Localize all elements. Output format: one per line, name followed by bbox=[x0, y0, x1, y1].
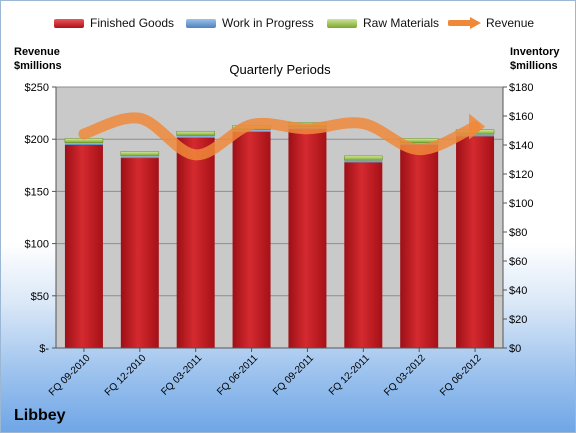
chart-title: Quarterly Periods bbox=[229, 62, 331, 77]
right-axis-tick-label: $60 bbox=[509, 256, 527, 268]
bar-finished-goods bbox=[232, 131, 271, 348]
bar-finished-goods bbox=[176, 137, 215, 348]
left-axis-tick-label: $- bbox=[39, 343, 49, 355]
right-axis-tick-label: $140 bbox=[509, 140, 533, 152]
left-axis-tick-label: $100 bbox=[25, 239, 49, 251]
left-axis-title-line1: Revenue bbox=[14, 46, 60, 58]
revenue-arrowhead bbox=[469, 113, 486, 140]
bar-work-in-progress bbox=[456, 134, 495, 137]
left-axis-title: Revenue $millions bbox=[14, 45, 62, 73]
left-axis-tick-label: $50 bbox=[31, 291, 49, 303]
x-axis-tick-label: FQ 06-2011 bbox=[215, 353, 260, 398]
legend-swatch-revenue bbox=[448, 17, 481, 29]
left-axis-tick-label: $250 bbox=[25, 82, 49, 94]
x-axis-tick-label: FQ 03-2012 bbox=[382, 353, 428, 399]
bar-work-in-progress bbox=[64, 142, 103, 145]
revenue-line bbox=[78, 112, 481, 161]
bar-finished-goods bbox=[344, 162, 383, 348]
left-axis-tick-label: $150 bbox=[25, 186, 49, 198]
left-axis-title-line2: $millions bbox=[14, 60, 62, 72]
x-axis-tick-label: FQ 09-2011 bbox=[271, 353, 316, 398]
right-axis-title-line1: Inventory bbox=[510, 46, 560, 58]
right-axis-tick-label: $0 bbox=[509, 343, 521, 355]
right-axis-tick-label: $120 bbox=[509, 169, 533, 181]
bar-finished-goods bbox=[120, 158, 159, 348]
bar-finished-goods bbox=[456, 136, 495, 348]
bar-finished-goods bbox=[64, 145, 103, 348]
bar-work-in-progress bbox=[344, 160, 383, 163]
legend-work-in-progress: Work in Progress bbox=[186, 14, 314, 32]
legend-label-raw: Raw Materials bbox=[363, 16, 440, 30]
legend-raw-materials: Raw Materials bbox=[327, 14, 439, 32]
left-axis-tick-label: $200 bbox=[25, 134, 49, 146]
bar-raw-materials bbox=[344, 155, 383, 161]
legend-label-revenue: Revenue bbox=[486, 16, 535, 30]
right-axis-tick-label: $80 bbox=[509, 227, 527, 239]
bar-work-in-progress bbox=[400, 142, 439, 145]
bar-finished-goods bbox=[288, 129, 327, 348]
right-axis-tick-label: $160 bbox=[509, 111, 533, 123]
legend-label-finished: Finished Goods bbox=[90, 16, 175, 30]
x-axis-tick-label: FQ 03-2011 bbox=[159, 353, 204, 398]
right-axis-tick-label: $180 bbox=[509, 82, 533, 94]
bar-raw-materials bbox=[176, 130, 215, 136]
legend-swatch-finished bbox=[54, 18, 84, 28]
legend-revenue: Revenue bbox=[448, 14, 534, 32]
right-axis-tick-label: $40 bbox=[509, 285, 527, 297]
right-axis-tick-label: $20 bbox=[509, 314, 527, 326]
bar-work-in-progress bbox=[120, 155, 159, 159]
legend-finished-goods: Finished Goods bbox=[54, 14, 174, 32]
legend-swatch-wip bbox=[186, 18, 216, 28]
legend-swatch-raw bbox=[327, 18, 357, 28]
x-axis-tick-label: FQ 12-2011 bbox=[327, 353, 372, 398]
legend-label-wip: Work in Progress bbox=[222, 16, 314, 30]
x-axis-tick-label: FQ 12-2010 bbox=[103, 353, 149, 399]
bar-raw-materials bbox=[120, 151, 160, 157]
bar-finished-goods bbox=[400, 145, 439, 348]
right-axis-title-line2: $millions bbox=[510, 60, 558, 72]
brand-label: Libbey bbox=[14, 407, 66, 424]
bar-work-in-progress bbox=[232, 129, 271, 132]
right-axis-tick-label: $100 bbox=[509, 198, 533, 210]
right-axis-title: Inventory $millions bbox=[510, 45, 560, 73]
x-axis-tick-label: FQ 09-2010 bbox=[47, 353, 93, 399]
x-axis-tick-label: FQ 06-2012 bbox=[438, 353, 484, 399]
bar-work-in-progress bbox=[176, 135, 215, 138]
